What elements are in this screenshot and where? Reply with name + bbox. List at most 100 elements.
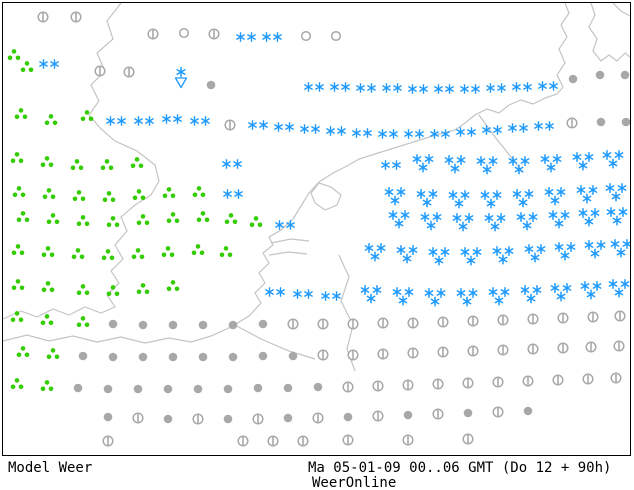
- weather-symbol-gray-circle-vertical-bar: [347, 349, 359, 361]
- weather-symbol-blue-heavy-snow-cluster: [516, 212, 538, 231]
- weather-symbol-blue-heavy-snow-cluster: [388, 210, 410, 229]
- weather-symbol-blue-snow-pair: [534, 121, 554, 131]
- weather-symbol-blue-snow-pair: [508, 123, 528, 133]
- weather-symbol-gray-circle-vertical-bar: [557, 342, 569, 354]
- weather-symbol-blue-heavy-snow-cluster: [444, 155, 466, 174]
- weather-symbol-green-rain-drops: [166, 280, 180, 292]
- weather-symbol-gray-circle-vertical-bar: [462, 433, 474, 445]
- weather-symbol-gray-circle-vertical-bar: [566, 117, 578, 129]
- weather-symbol-gray-circle-vertical-bar: [437, 346, 449, 358]
- weather-symbol-green-rain-drops: [161, 246, 175, 258]
- map-frame: [2, 2, 631, 456]
- weather-symbol-gray-filled-circle: [595, 70, 605, 80]
- brand-label: WeerOnline: [312, 475, 397, 490]
- weather-symbol-gray-circle-vertical-bar: [372, 380, 384, 392]
- weather-symbol-blue-snow-pair: [330, 82, 350, 92]
- weather-symbol-gray-circle-vertical-bar: [437, 316, 449, 328]
- weather-symbol-green-rain-drops: [196, 211, 210, 223]
- forecast-datetime-label: Ma 05-01-09 00..06 GMT (Do 12 + 90h): [308, 460, 612, 476]
- weather-symbol-gray-circle-vertical-bar: [347, 318, 359, 330]
- weather-symbol-green-rain-drops: [76, 215, 90, 227]
- weather-symbol-gray-filled-circle: [198, 352, 208, 362]
- weather-symbol-gray-circle-vertical-bar: [462, 377, 474, 389]
- weather-symbol-blue-snow-pair: [300, 124, 320, 134]
- weather-symbol-gray-filled-circle: [223, 414, 233, 424]
- weather-symbol-blue-heavy-snow-cluster: [520, 285, 542, 304]
- weather-symbol-gray-circle-vertical-bar: [527, 343, 539, 355]
- weather-symbol-gray-filled-circle: [168, 352, 178, 362]
- coastline: [588, 3, 630, 62]
- coastline: [3, 3, 160, 320]
- weather-symbol-blue-heavy-snow-cluster: [610, 239, 630, 258]
- footer: Model Weer Ma 05-01-09 00..06 GMT (Do 12…: [0, 458, 634, 490]
- weather-symbol-green-rain-drops: [11, 244, 25, 256]
- weather-symbol-gray-circle-vertical-bar: [237, 435, 249, 447]
- weather-symbol-gray-circle-vertical-bar: [317, 349, 329, 361]
- weather-symbol-gray-filled-circle: [621, 117, 630, 127]
- weather-symbol-gray-circle-vertical-bar: [147, 28, 159, 40]
- weather-symbol-blue-heavy-snow-cluster: [606, 207, 628, 226]
- weather-symbol-gray-filled-circle: [523, 406, 533, 416]
- weather-symbol-blue-snow-pair: [236, 32, 256, 42]
- weather-symbol-blue-snow-pair: [190, 116, 210, 126]
- weather-symbol-gray-circle-vertical-bar: [614, 310, 626, 322]
- weather-symbol-green-rain-drops: [132, 189, 146, 201]
- weather-symbol-gray-circle-vertical-bar: [613, 340, 625, 352]
- weather-symbol-gray-filled-circle: [73, 383, 83, 393]
- weather-symbol-green-rain-drops: [16, 211, 30, 223]
- weather-symbol-gray-circle-vertical-bar: [132, 412, 144, 424]
- weather-symbol-blue-heavy-snow-cluster: [572, 152, 594, 171]
- weather-symbol-blue-snow-pair: [538, 81, 558, 91]
- weather-symbol-blue-heavy-snow-cluster: [508, 156, 530, 175]
- weather-symbol-green-rain-drops: [12, 186, 26, 198]
- weather-symbol-gray-circle-vertical-bar: [497, 344, 509, 356]
- weather-symbol-gray-circle-vertical-bar: [192, 413, 204, 425]
- weather-symbol-blue-heavy-snow-cluster: [384, 187, 406, 206]
- weather-symbol-gray-open-circle: [300, 30, 312, 42]
- weather-symbol-blue-heavy-snow-cluster: [412, 154, 434, 173]
- weather-symbol-gray-circle-vertical-bar: [402, 379, 414, 391]
- weather-symbol-gray-circle-vertical-bar: [70, 11, 82, 23]
- weather-symbol-blue-heavy-snow-cluster: [448, 190, 470, 209]
- weather-symbol-gray-filled-circle: [463, 408, 473, 418]
- weather-symbol-green-rain-drops: [191, 244, 205, 256]
- weather-symbol-gray-filled-circle: [108, 319, 118, 329]
- weather-symbol-gray-circle-vertical-bar: [587, 311, 599, 323]
- weather-symbol-green-rain-drops: [102, 191, 116, 203]
- coastline: [310, 182, 342, 211]
- weather-symbol-blue-heavy-snow-cluster: [420, 212, 442, 231]
- weather-symbol-blue-snow-pair: [106, 116, 126, 126]
- weather-symbol-gray-filled-circle: [103, 384, 113, 394]
- weather-symbol-gray-filled-circle: [223, 384, 233, 394]
- weather-symbol-blue-snow-pair: [162, 114, 182, 124]
- weather-symbol-gray-filled-circle: [103, 412, 113, 422]
- weather-symbol-gray-circle-vertical-bar: [377, 348, 389, 360]
- coastline: [478, 114, 524, 174]
- weather-symbol-gray-filled-circle: [133, 384, 143, 394]
- weather-symbol-green-rain-drops: [136, 283, 150, 295]
- weather-symbol-blue-heavy-snow-cluster: [360, 285, 382, 304]
- weather-symbol-blue-heavy-snow-cluster: [512, 189, 534, 208]
- weather-symbol-gray-filled-circle: [206, 80, 216, 90]
- weather-symbol-gray-circle-vertical-bar: [407, 347, 419, 359]
- weather-symbol-gray-circle-vertical-bar: [208, 28, 220, 40]
- weather-symbol-blue-heavy-snow-cluster: [364, 243, 386, 262]
- weather-symbol-gray-filled-circle: [343, 412, 353, 422]
- weather-symbol-blue-heavy-snow-cluster: [396, 245, 418, 264]
- weather-symbol-blue-heavy-snow-cluster: [602, 150, 624, 169]
- weather-symbol-gray-filled-circle: [228, 352, 238, 362]
- weather-symbol-gray-circle-vertical-bar: [94, 65, 106, 77]
- weather-symbol-blue-heavy-snow-cluster: [492, 246, 514, 265]
- weather-symbol-gray-filled-circle: [596, 117, 606, 127]
- weather-symbol-gray-circle-vertical-bar: [467, 345, 479, 357]
- weather-symbol-blue-snow-pair: [460, 84, 480, 94]
- weather-symbol-gray-circle-vertical-bar: [467, 315, 479, 327]
- weather-symbol-gray-filled-circle: [620, 70, 630, 80]
- coastline: [234, 324, 316, 360]
- weather-symbol-green-rain-drops: [20, 61, 34, 73]
- weather-symbol-gray-filled-circle: [313, 382, 323, 392]
- weather-symbol-blue-snow-pair: [265, 287, 285, 297]
- weather-symbol-green-rain-drops: [136, 214, 150, 226]
- weather-symbol-gray-filled-circle: [253, 383, 263, 393]
- weather-symbol-blue-snow-pair: [486, 83, 506, 93]
